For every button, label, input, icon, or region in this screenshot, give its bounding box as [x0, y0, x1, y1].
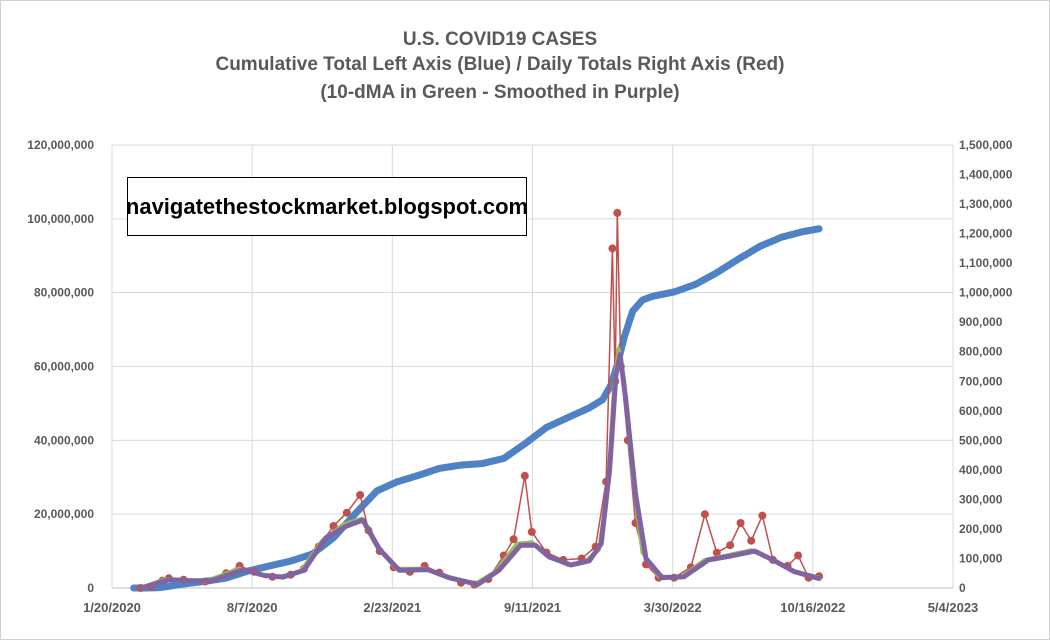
x-tick-label: 9/11/2021	[504, 600, 561, 615]
x-tick-label: 8/7/2020	[227, 600, 278, 615]
tick-labels: 0 20,000,000 40,000,000 60,000,000 80,000,00…	[27, 138, 1012, 615]
blog-watermark: navigatethestockmarket.blogspot.com	[126, 177, 528, 236]
daily-series	[136, 208, 824, 592]
daily-point	[520, 471, 529, 480]
left-y-tick-label: 120,000,000	[27, 138, 94, 152]
x-tick-label: 10/16/2022	[780, 600, 845, 615]
right-y-tick-label: 800,000	[959, 345, 1003, 359]
chart-subtitle: Cumulative Total Left Axis (Blue) / Dail…	[215, 54, 785, 75]
left-y-tick-label: 0	[87, 581, 94, 595]
daily-point	[726, 541, 735, 550]
right-y-tick-label: 700,000	[959, 374, 1003, 388]
chart-subtitle-2: (10-dMA in Green - Smoothed in Purple)	[320, 82, 680, 103]
daily-point	[736, 519, 745, 527]
right-y-tick-label: 0	[959, 581, 966, 595]
right-y-tick-label: 400,000	[959, 463, 1003, 477]
x-tick-label: 1/20/2020	[83, 600, 141, 615]
series-layer	[130, 208, 824, 592]
gridlines	[111, 144, 954, 589]
daily-point	[356, 491, 365, 499]
cumulative-line	[130, 225, 823, 592]
x-tick-label: 5/4/2023	[928, 600, 979, 615]
daily-point	[342, 508, 351, 517]
right-y-tick-label: 900,000	[959, 315, 1003, 329]
daily-point	[758, 511, 767, 520]
right-y-tick-label: 1,300,000	[959, 197, 1013, 211]
right-y-tick-label: 300,000	[959, 492, 1003, 506]
right-y-tick-label: 100,000	[959, 551, 1003, 565]
daily-point	[747, 536, 756, 545]
smoothed-series	[138, 352, 822, 591]
daily-point	[608, 244, 617, 253]
right-y-tick-label: 200,000	[959, 522, 1003, 536]
left-y-tick-label: 100,000,000	[27, 212, 94, 226]
left-y-tick-label: 60,000,000	[34, 360, 94, 374]
right-y-tick-label: 1,200,000	[959, 227, 1013, 241]
daily-point	[700, 510, 709, 519]
daily-point	[794, 551, 803, 560]
right-y-tick-label: 1,100,000	[959, 256, 1013, 270]
left-y-tick-label: 20,000,000	[34, 507, 94, 521]
left-y-tick-label: 80,000,000	[34, 286, 94, 300]
right-y-tick-label: 600,000	[959, 404, 1003, 418]
daily-point	[527, 527, 536, 536]
left-y-tick-label: 40,000,000	[34, 433, 94, 447]
right-y-tick-label: 1,000,000	[959, 286, 1013, 300]
x-tick-label: 2/23/2021	[363, 600, 421, 615]
cumulative-series	[130, 225, 823, 592]
right-y-tick-label: 1,500,000	[959, 138, 1013, 152]
daily-point	[509, 535, 518, 544]
right-y-tick-label: 1,400,000	[959, 168, 1013, 182]
x-tick-label: 3/30/2022	[644, 600, 702, 615]
smoothed-series-line	[138, 352, 822, 591]
daily-point	[712, 548, 721, 557]
right-y-tick-label: 500,000	[959, 433, 1003, 447]
daily-point	[613, 208, 622, 217]
chart-title: U.S. COVID19 CASES	[402, 29, 598, 50]
